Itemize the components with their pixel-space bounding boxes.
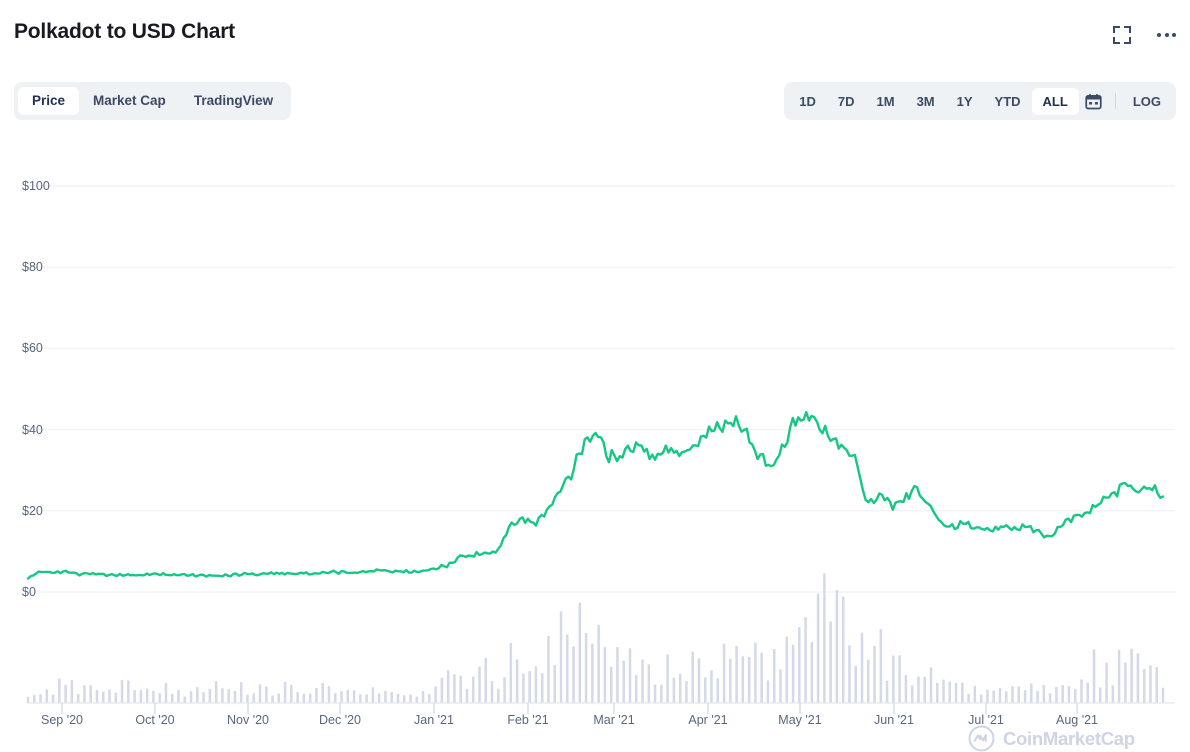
price-line xyxy=(26,410,1165,580)
range-3m[interactable]: 3M xyxy=(916,93,935,109)
toolbar-divider xyxy=(1114,93,1116,109)
x-axis-label: Dec '20 xyxy=(319,713,361,727)
chart-header: Polkadot to USD Chart xyxy=(0,0,1190,66)
y-axis-label: $80 xyxy=(22,260,43,275)
x-axis-label: Nov '20 xyxy=(227,713,269,727)
x-axis-label: Jan '21 xyxy=(414,713,454,727)
x-axis-label: Mar '21 xyxy=(593,713,635,727)
coinmarketcap-logo-icon xyxy=(968,725,995,752)
volume-bars xyxy=(26,573,1165,703)
y-axis-label: $100 xyxy=(22,179,50,193)
coinmarketcap-watermark: CoinMarketCap xyxy=(968,725,1135,752)
tab-market-cap[interactable]: Market Cap xyxy=(93,93,166,109)
x-axis-label: May '21 xyxy=(778,713,822,727)
more-options-icon[interactable] xyxy=(1157,26,1176,44)
x-axis-label: Oct '20 xyxy=(135,713,175,727)
range-1d[interactable]: 1D xyxy=(799,93,816,109)
x-axis-label: Feb '21 xyxy=(507,713,549,727)
chart-type-tabs: Price Market Cap TradingView xyxy=(14,82,292,120)
range-7d[interactable]: 7D xyxy=(837,93,855,109)
watermark-text: CoinMarketCap xyxy=(1003,727,1135,749)
y-axis-label: $60 xyxy=(22,341,43,356)
price-chart[interactable]: $0 $20 $40 $60 $80 $100 Sep '20 Oct '20 Nov '20… xyxy=(0,140,1190,752)
x-axis-label: Aug '21 xyxy=(1055,713,1099,727)
calendar-icon[interactable] xyxy=(1079,86,1109,116)
range-ytd[interactable]: YTD xyxy=(994,93,1021,109)
y-axis-label: $20 xyxy=(22,503,43,518)
range-all[interactable]: ALL xyxy=(1031,87,1079,115)
time-range-selector: 1D 7D 1M 3M 1Y YTD ALL LOG xyxy=(784,82,1176,120)
x-axis-label: Apr '21 xyxy=(688,713,728,727)
x-axis-label: Sep '20 xyxy=(40,713,84,727)
expand-fullscreen-icon[interactable] xyxy=(1113,26,1131,44)
y-axis-label: $40 xyxy=(22,422,43,437)
range-1m[interactable]: 1M xyxy=(876,93,895,109)
x-axis-label: Jun '21 xyxy=(874,713,914,727)
range-1y[interactable]: 1Y xyxy=(956,93,973,109)
log-scale-button[interactable]: LOG xyxy=(1132,93,1161,109)
chart-canvas[interactable] xyxy=(0,140,1190,751)
page-title: Polkadot to USD Chart xyxy=(14,20,235,43)
x-axis-label: Jul '21 xyxy=(968,713,1004,727)
y-axis-label: $0 xyxy=(22,585,36,599)
header-actions xyxy=(1113,26,1176,44)
tab-tradingview[interactable]: TradingView xyxy=(193,93,274,109)
tab-price[interactable]: Price xyxy=(18,87,80,115)
